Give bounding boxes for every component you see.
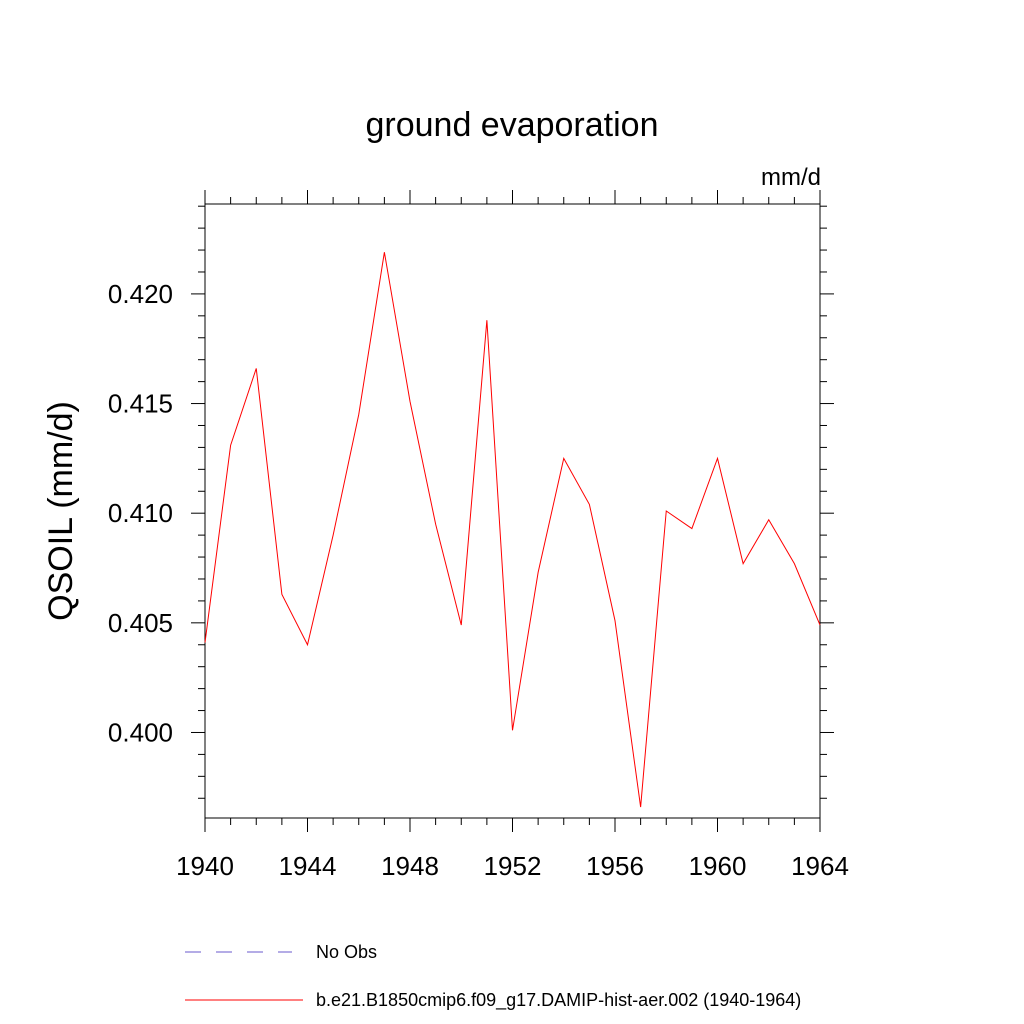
y-axis-label: QSOIL (mm/d) (42, 401, 80, 621)
x-tick-label: 1940 (176, 851, 234, 881)
x-tick-label: 1956 (586, 851, 644, 881)
x-tick-label: 1944 (279, 851, 337, 881)
x-tick-label: 1948 (381, 851, 439, 881)
x-tick-label: 1960 (689, 851, 747, 881)
units-label: mm/d (761, 164, 821, 191)
y-tick-label: 0.420 (108, 279, 173, 309)
x-tick-label: 1964 (791, 851, 849, 881)
series-layer (204, 252, 821, 808)
legend-label-model: b.e21.B1850cmip6.f09_g17.DAMIP-hist-aer.… (316, 990, 801, 1011)
axis-tick-labels: 1940 1944 1948 1952 1956 1960 1964 0.400 0.405 0.… (108, 279, 849, 881)
y-tick-label: 0.410 (108, 498, 173, 528)
y-tick-label: 0.415 (108, 389, 173, 419)
y-tick-label: 0.405 (108, 608, 173, 638)
series-line (204, 252, 821, 808)
y-tick-label: 0.400 (108, 717, 173, 747)
axis-ticks (191, 190, 834, 832)
legend: No Obs b.e21.B1850cmip6.f09_g17.DAMIP-hi… (185, 942, 801, 1011)
x-tick-label: 1952 (484, 851, 542, 881)
legend-label-no-obs: No Obs (316, 942, 377, 962)
chart-title: ground evaporation (365, 106, 658, 144)
